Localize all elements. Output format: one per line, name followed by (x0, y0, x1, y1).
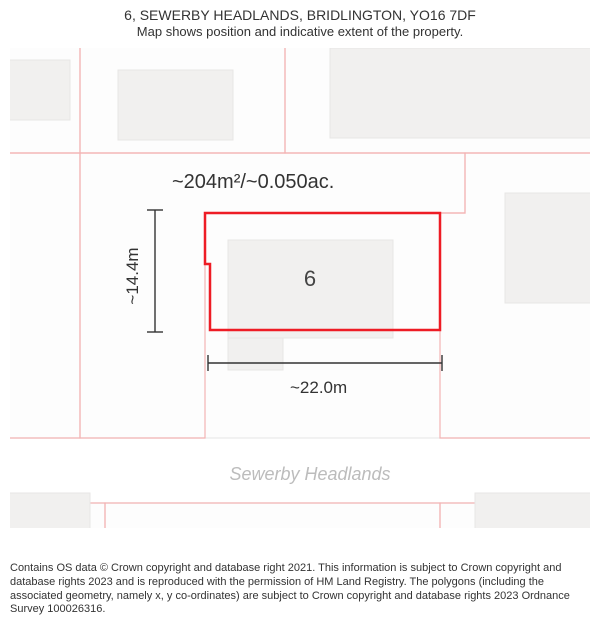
building-footprint (118, 70, 233, 140)
footer-copyright: Contains OS data © Crown copyright and d… (10, 562, 590, 617)
building-footprint (10, 493, 90, 528)
building-footprint (505, 193, 590, 303)
height-label: ~14.4m (123, 247, 142, 304)
building-footprint (330, 48, 590, 138)
page-container: 6, SEWERBY HEADLANDS, BRIDLINGTON, YO16 … (0, 0, 600, 625)
area-label: ~204m²/~0.050ac. (172, 171, 334, 193)
building-footprint (475, 493, 590, 528)
page-subtitle: Map shows position and indicative extent… (0, 24, 600, 41)
map-area: ~204m²/~0.050ac. ~14.4m ~22.0m 6 Sewerby Hea… (10, 48, 590, 528)
plot-number: 6 (304, 266, 316, 291)
page-title: 6, SEWERBY HEADLANDS, BRIDLINGTON, YO16 … (0, 6, 600, 24)
building-footprint (228, 338, 283, 370)
header: 6, SEWERBY HEADLANDS, BRIDLINGTON, YO16 … (0, 6, 600, 41)
width-label: ~22.0m (290, 378, 347, 397)
map-svg: ~204m²/~0.050ac. ~14.4m ~22.0m 6 Sewerby Hea… (10, 48, 590, 528)
building-footprint (10, 60, 70, 120)
road-name-label: Sewerby Headlands (229, 464, 390, 484)
